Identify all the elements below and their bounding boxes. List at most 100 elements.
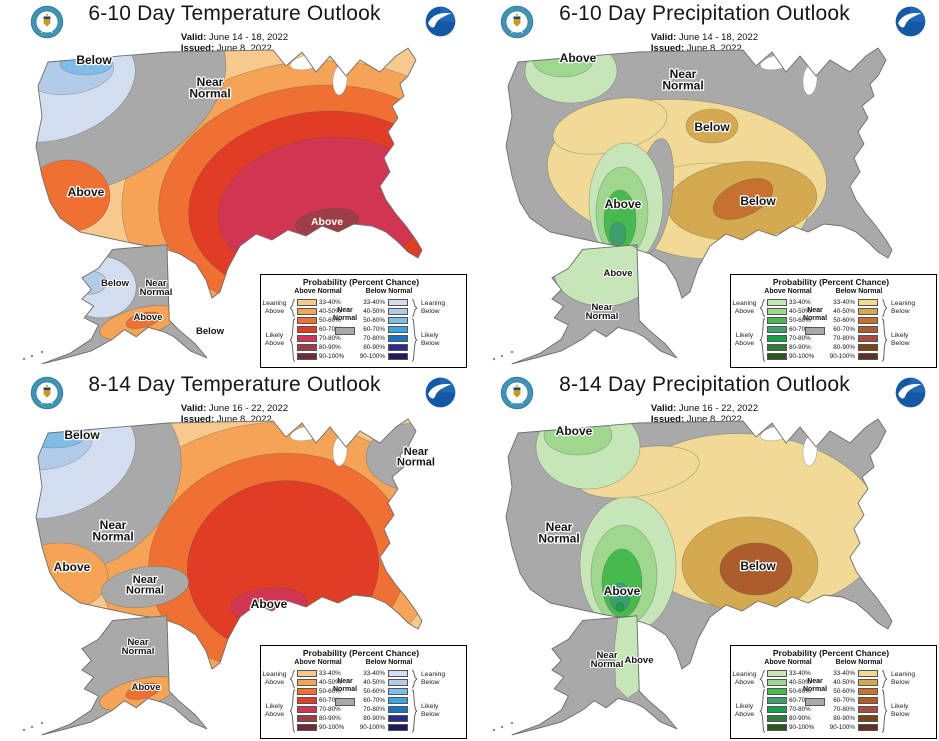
legend-likely-above-label: Likely Above — [264, 332, 285, 347]
legend-brace — [411, 299, 418, 317]
legend-range-label: 80-90% — [319, 714, 341, 722]
outlook-region — [615, 601, 625, 613]
map-region-label: Below — [740, 559, 776, 573]
valid-issued-block: Valid: June 16 - 22, 2022 Issued: June 8… — [181, 403, 288, 425]
legend-likely-above-label: Likely Above — [734, 703, 755, 718]
legend-range-label: 33-40% — [833, 298, 855, 306]
issued-label: Issued: — [650, 43, 685, 54]
commerce-dept-seal-icon — [30, 376, 64, 410]
legend-leaning-above-label: Leaning Above — [262, 671, 287, 686]
legend-swatch-above — [297, 353, 317, 360]
legend-range-label: 70-80% — [833, 334, 855, 342]
legend-swatch-above — [767, 697, 787, 704]
aleutian-island-dot — [30, 354, 34, 358]
legend-brace — [881, 689, 888, 733]
quadrant-precip-8-14: 8-14 Day Precipitation Outlook Valid: Ju… — [470, 371, 939, 741]
alaska-inset — [511, 244, 678, 365]
map-region-label: Normal — [189, 86, 230, 100]
commerce-dept-seal-icon — [30, 376, 64, 410]
page-title: 8-14 Day Precipitation Outlook — [559, 373, 850, 396]
legend-swatch-below — [858, 715, 878, 722]
legend-swatch-below — [858, 299, 878, 306]
legend-swatch-above — [297, 706, 317, 713]
legend-swatch-above — [297, 715, 317, 722]
legend-below-header: Below Normal — [365, 288, 413, 295]
valid-label: Valid: — [650, 403, 677, 414]
legend-range-label: 33-40% — [789, 298, 811, 306]
noaa-logo-icon — [894, 376, 927, 409]
map-region-label: Normal — [122, 646, 155, 657]
map-region-label: Normal — [140, 287, 173, 298]
legend-range-label: 90-100% — [829, 352, 855, 360]
map-region-label: Normal — [538, 531, 579, 545]
legend-brace — [759, 670, 766, 688]
map-region-label: Near — [591, 302, 612, 313]
outlook-region — [614, 615, 641, 699]
legend-range-label: 70-80% — [789, 705, 811, 713]
noaa-logo-icon — [425, 6, 456, 37]
legend-swatch-above — [767, 299, 787, 306]
legend-near-normal-label: Near Normal — [802, 678, 828, 693]
map-region-label: Below — [64, 428, 100, 442]
conus-map — [506, 48, 892, 298]
map-region-label: Normal — [591, 659, 624, 670]
legend-swatch-below — [388, 706, 408, 713]
commerce-dept-seal-icon — [500, 376, 534, 410]
legend-swatch-near-normal — [805, 327, 825, 335]
legend-leaning-above-label: Leaning Above — [732, 300, 757, 315]
legend-likely-below-label: Likely Below — [421, 332, 440, 347]
legend-swatch-near-normal — [335, 327, 355, 335]
aleutian-island-dot — [510, 350, 514, 354]
legend-swatch-below — [858, 679, 878, 686]
legend-leaning-below-label: Leaning Below — [421, 300, 446, 315]
legend-range-label: 80-90% — [833, 714, 855, 722]
legend-swatch-below — [388, 697, 408, 704]
legend-swatch-above — [767, 706, 787, 713]
legend-swatch-above — [297, 299, 317, 306]
legend-range-label: 90-100% — [359, 352, 385, 360]
legend-swatch-below — [858, 335, 878, 342]
map-region-label: Near — [100, 518, 127, 532]
aleutian-island-dot — [22, 357, 26, 361]
legend-swatch-below — [858, 706, 878, 713]
legend-swatch-near-normal — [335, 698, 355, 706]
legend-swatch-above — [767, 679, 787, 686]
legend-leaning-below-label: Leaning Below — [891, 300, 916, 315]
legend-swatch-above — [297, 697, 317, 704]
legend-range-label: 50-60% — [319, 687, 341, 695]
legend-range-label: 40-50% — [363, 678, 385, 686]
legend-range-label: 70-80% — [789, 334, 811, 342]
outlook-region — [609, 221, 627, 247]
legend-swatch-above — [767, 317, 787, 324]
alaska-inset — [41, 615, 208, 736]
legend-swatch-above — [297, 317, 317, 324]
legend-swatch-below — [858, 724, 878, 731]
aleutian-island-dot — [500, 725, 504, 729]
commerce-dept-seal-icon — [30, 5, 64, 39]
legend-range-label: 90-100% — [359, 723, 385, 731]
legend-range-label: 80-90% — [789, 714, 811, 722]
aleutian-island-dot — [510, 721, 514, 725]
legend-brace — [289, 299, 296, 317]
legend-swatch-above — [297, 724, 317, 731]
legend-likely-above-label: Likely Above — [734, 332, 755, 347]
legend-swatch-above — [767, 724, 787, 731]
map-region-label: Normal — [397, 456, 435, 468]
legend-range-label: 80-90% — [319, 343, 341, 351]
legend-swatch-above — [297, 335, 317, 342]
issued-value: June 8, 2022 — [686, 414, 742, 425]
aleutian-island-dot — [40, 721, 44, 725]
legend-brace — [759, 299, 766, 317]
legend-range-label: 33-40% — [833, 669, 855, 677]
map-region-label: Above — [251, 597, 288, 611]
legend-swatch-below — [858, 326, 878, 333]
legend-title: Probability (Percent Chance) — [772, 648, 890, 658]
legend-range-label: 70-80% — [319, 705, 341, 713]
legend-range-label: 33-40% — [363, 669, 385, 677]
legend-range-label: 60-70% — [319, 325, 341, 333]
page-title: 6-10 Day Precipitation Outlook — [559, 2, 850, 25]
map-region-label: Above — [131, 682, 160, 693]
legend-range-label: 70-80% — [833, 705, 855, 713]
